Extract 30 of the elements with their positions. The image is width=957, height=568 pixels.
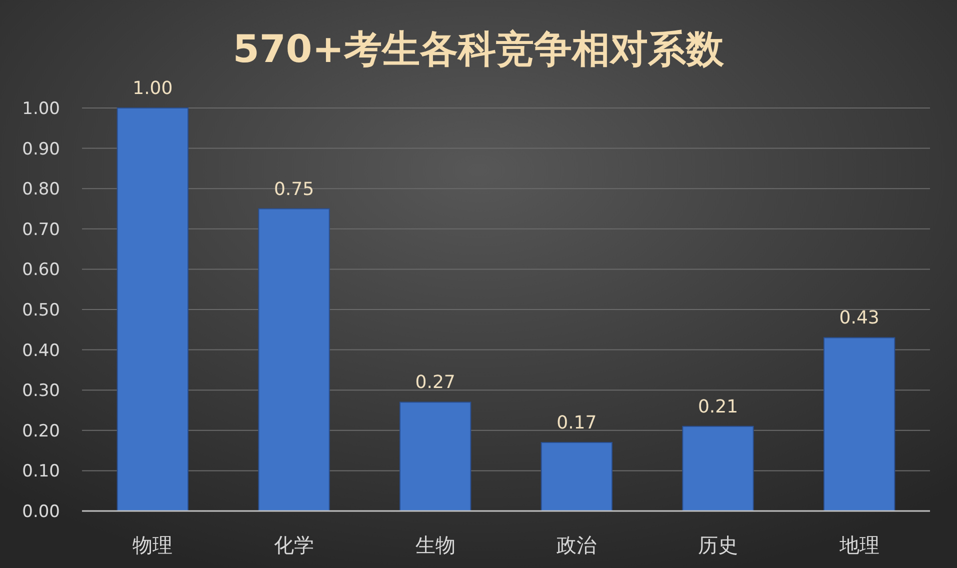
chart-title: 570+考生各科竞争相对系数 (232, 27, 726, 71)
x-tick-label: 化学 (274, 533, 314, 557)
y-tick-label: 0.10 (22, 462, 60, 482)
y-tick-label: 0.00 (22, 502, 60, 522)
bar (824, 337, 896, 512)
bar (116, 108, 188, 512)
y-tick-label: 0.50 (22, 300, 60, 320)
bar (400, 402, 472, 512)
y-tick-label: 1.00 (22, 99, 60, 119)
y-tick-label: 0.90 (22, 139, 60, 160)
data-label: 0.43 (839, 308, 880, 329)
x-tick-label: 地理 (838, 533, 880, 557)
data-label: 0.21 (698, 396, 738, 418)
x-tick-label: 政治 (556, 533, 597, 557)
data-label: 0.17 (556, 412, 597, 434)
y-tick-label: 0.30 (22, 381, 60, 402)
bar (258, 208, 330, 512)
y-tick-label: 0.70 (22, 220, 60, 240)
data-label: 1.00 (132, 78, 173, 99)
data-label: 0.27 (415, 372, 456, 394)
bar (682, 426, 754, 512)
data-label: 0.75 (274, 178, 314, 200)
x-tick-label: 生物 (415, 533, 456, 557)
y-tick-label: 0.60 (22, 260, 60, 280)
y-tick-label: 0.40 (22, 340, 60, 361)
y-tick-label: 0.80 (22, 180, 60, 200)
x-tick-label: 物理 (132, 533, 173, 557)
y-tick-label: 0.20 (22, 421, 60, 442)
bar (540, 442, 612, 512)
x-tick-label: 历史 (698, 533, 738, 557)
